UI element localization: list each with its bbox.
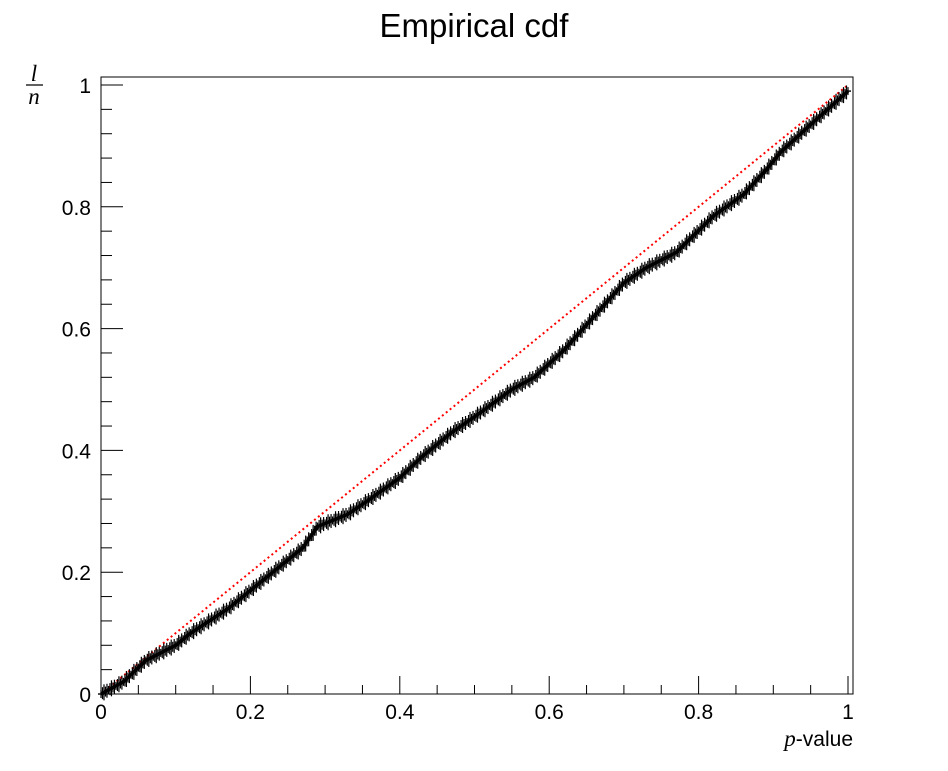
y-tick-label: 0.4 xyxy=(62,440,92,463)
plot-frame xyxy=(100,76,854,695)
y-tick-label: 1 xyxy=(79,75,91,98)
x-tick-label: 0.2 xyxy=(236,701,265,724)
y-axis-label-numerator: l xyxy=(31,61,37,86)
reference-diagonal-line xyxy=(100,84,849,695)
x-tick-label: 0.4 xyxy=(385,701,415,724)
x-tick-label: 0.6 xyxy=(535,701,564,724)
empirical-cdf-line xyxy=(100,89,850,696)
x-tick-label: 1 xyxy=(842,701,854,724)
x-axis-label: p-value xyxy=(782,726,853,751)
y-tick-label: 0 xyxy=(79,684,91,707)
x-tick-label: 0 xyxy=(95,701,107,724)
y-axis-label: l n xyxy=(26,61,43,109)
axis-ticks: 0 0.2 0.4 0.6 0.8 1 0 0.2 0.4 0.6 0.8 1 xyxy=(62,75,854,724)
x-tick-label: 0.8 xyxy=(684,701,713,724)
reference-line-layer xyxy=(100,84,849,695)
y-tick-label: 0.6 xyxy=(62,319,91,342)
y-tick-label: 0.8 xyxy=(62,197,91,220)
data-layer xyxy=(98,85,851,701)
x-axis-label-suffix: -value xyxy=(796,728,853,751)
x-axis-label-symbol: p xyxy=(782,726,796,751)
y-axis-label-denominator: n xyxy=(28,84,40,109)
empirical-cdf-markers xyxy=(98,85,851,701)
chart-title: Empirical cdf xyxy=(380,7,570,44)
y-tick-label: 0.2 xyxy=(62,562,91,585)
